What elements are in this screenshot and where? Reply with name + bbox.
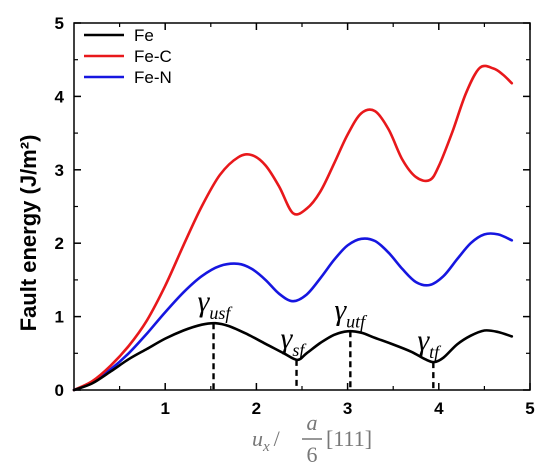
x-title-direction: [111]	[326, 426, 372, 451]
x-tick-label: 2	[252, 399, 261, 418]
x-tick-label: 1	[160, 399, 169, 418]
y-tick-label: 3	[55, 161, 64, 180]
legend-label-fe-c: Fe-C	[134, 47, 172, 66]
annotation-symbol: γ	[334, 293, 347, 326]
annotation-label-sf: γsf	[281, 322, 308, 360]
annotation-subscript: usf	[209, 303, 233, 323]
annotation-label-tf: γtf	[417, 324, 442, 362]
tick-labels: 1 2 3 4 5 0 1 2 3 4 5	[55, 14, 535, 418]
y-tick-label: 2	[55, 234, 64, 253]
annotation-symbol: γ	[281, 322, 294, 355]
series-line-fe-c	[72, 64, 514, 392]
x-title-numerator: a	[307, 410, 318, 435]
legend: Fe Fe-C Fe-N	[84, 26, 172, 87]
annotation-subscript: utf	[346, 311, 368, 331]
x-title-slash: /	[274, 426, 281, 451]
x-title-denominator: 6	[307, 442, 318, 467]
annotation-symbol: γ	[198, 285, 211, 318]
y-tick-label: 0	[55, 381, 64, 400]
x-tick-label: 5	[525, 399, 534, 418]
series-line-fe	[72, 321, 514, 392]
series-line-fe-n	[72, 232, 514, 392]
y-tick-label: 5	[55, 14, 64, 33]
y-tick-label: 4	[55, 87, 65, 106]
x-title-u-sub: x	[262, 439, 270, 455]
legend-label-fe-n: Fe-N	[134, 68, 172, 87]
annotation-symbol: γ	[417, 324, 430, 357]
y-tick-label: 1	[55, 308, 64, 327]
x-tick-label: 3	[343, 399, 352, 418]
annotation-subscript: sf	[292, 340, 307, 360]
annotation-subscript: tf	[429, 342, 442, 362]
axis-ticks	[74, 22, 531, 391]
x-axis-title: ux /	[252, 426, 281, 455]
x-title-u: u	[252, 426, 263, 451]
annotation-label-utf: γutf	[334, 293, 368, 331]
annotation-label-usf: γusf	[198, 285, 234, 323]
series-lines	[72, 64, 514, 392]
x-tick-label: 4	[434, 399, 444, 418]
y-axis-title: Fault energy (J/m²)	[16, 135, 41, 332]
legend-label-fe: Fe	[134, 26, 154, 45]
